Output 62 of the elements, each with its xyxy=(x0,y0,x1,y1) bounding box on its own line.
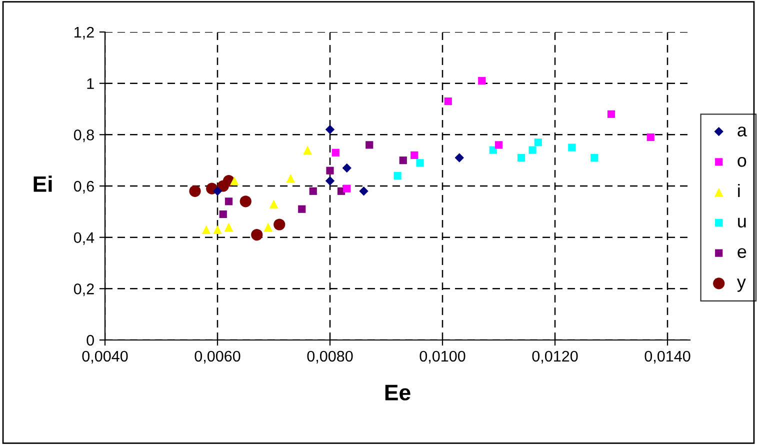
y-tick-label: 0,4 xyxy=(74,232,94,245)
legend-label: o xyxy=(738,156,746,167)
point xyxy=(326,166,334,174)
x-tick-label: 0,0060 xyxy=(194,350,240,364)
point xyxy=(410,151,418,160)
point xyxy=(298,205,306,213)
point xyxy=(494,141,503,149)
point xyxy=(264,222,273,232)
x-tick-label: 0,0080 xyxy=(307,350,353,364)
point xyxy=(269,200,278,208)
point xyxy=(325,124,335,134)
point xyxy=(343,184,351,192)
point xyxy=(224,198,233,206)
x-axis-title: Ee xyxy=(385,384,410,400)
y-tick-label: 0 xyxy=(86,334,94,346)
y-axis-title: Ei xyxy=(34,176,52,192)
y-tick-label: 0,6 xyxy=(74,180,94,194)
point xyxy=(286,174,296,183)
point xyxy=(309,187,317,195)
point xyxy=(230,176,239,186)
y-tick-label: 0,2 xyxy=(74,284,94,296)
point xyxy=(366,141,374,149)
point xyxy=(342,163,352,173)
point xyxy=(189,185,201,197)
point xyxy=(590,154,598,162)
point xyxy=(416,159,424,167)
legend-label: i xyxy=(738,184,740,198)
point xyxy=(202,225,211,234)
legend-label: y xyxy=(736,278,746,292)
point xyxy=(240,196,252,208)
legend-label: a xyxy=(738,126,747,136)
point xyxy=(332,148,340,156)
point xyxy=(224,222,234,232)
point xyxy=(568,144,576,152)
point xyxy=(534,138,542,146)
point xyxy=(528,146,536,154)
y-tick-label: 1,2 xyxy=(74,26,94,40)
x-tick-label: 0,0140 xyxy=(644,350,690,364)
x-tick-label: 0,0120 xyxy=(532,350,578,364)
legend-label: e xyxy=(738,248,746,258)
point xyxy=(517,154,526,162)
point xyxy=(325,176,335,186)
y-tick-label: 1 xyxy=(87,78,94,89)
point xyxy=(444,97,452,106)
x-tick-label: 0,0040 xyxy=(82,350,128,364)
legend-label: u xyxy=(738,218,746,228)
point xyxy=(399,156,407,164)
point xyxy=(212,186,222,196)
point xyxy=(219,210,227,218)
point xyxy=(489,146,497,154)
point xyxy=(213,225,222,234)
point xyxy=(478,76,486,85)
point xyxy=(454,153,464,162)
point xyxy=(274,218,286,230)
point xyxy=(646,133,654,142)
point xyxy=(394,172,402,180)
point xyxy=(303,146,312,154)
y-tick-label: 0,8 xyxy=(74,130,94,142)
point xyxy=(607,110,616,118)
point xyxy=(251,228,263,241)
point xyxy=(359,186,368,196)
x-tick-label: 0,0100 xyxy=(420,350,466,364)
